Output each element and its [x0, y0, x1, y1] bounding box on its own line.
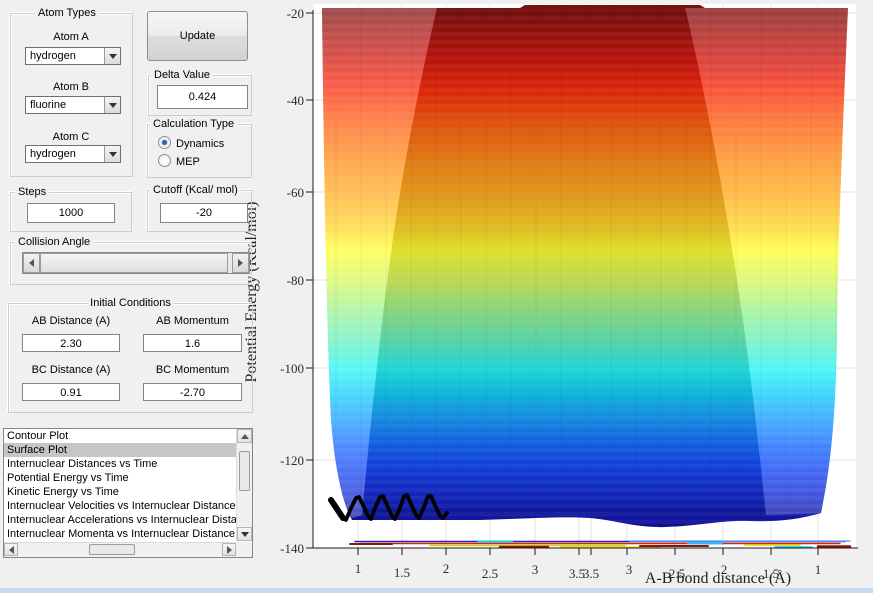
- vertical-scroll-thumb[interactable]: [239, 451, 250, 491]
- bc-distance-label: BC Distance (A): [31, 364, 111, 376]
- collision-angle-group: Collision Angle: [10, 236, 252, 285]
- update-button-label: Update: [179, 30, 216, 42]
- y-tick: -140: [280, 541, 304, 556]
- list-item[interactable]: Potential Energy vs Time: [7, 472, 129, 484]
- projected-contours: [349, 540, 852, 549]
- listbox-vertical-scrollbar[interactable]: [236, 429, 252, 541]
- list-item[interactable]: Internuclear Accelerations vs Internucle…: [7, 514, 236, 526]
- atom-a-dropdown-arrow-icon[interactable]: [104, 48, 120, 64]
- x-axis-label: A-B bond distance (Å): [644, 570, 792, 587]
- list-item[interactable]: Kinetic Energy vs Time: [7, 486, 119, 498]
- window-bottom-edge: [0, 588, 873, 593]
- dynamics-radio[interactable]: [158, 136, 171, 149]
- x-tick: 3: [625, 562, 633, 577]
- mep-radio[interactable]: [158, 154, 171, 167]
- atom-a-value: hydrogen: [30, 50, 76, 62]
- list-item[interactable]: Internuclear Momenta vs Internuclear Dis…: [7, 528, 236, 540]
- y-tick: -100: [280, 361, 304, 376]
- initial-conditions-group: Initial Conditions: [8, 297, 253, 413]
- bc-distance-field[interactable]: 0.91: [22, 383, 120, 401]
- update-button[interactable]: Update: [147, 11, 248, 61]
- atom-c-value: hydrogen: [30, 148, 76, 160]
- atom-b-label: Atom B: [52, 81, 90, 93]
- bc-momentum-label: BC Momentum: [155, 364, 230, 376]
- cutoff-field[interactable]: -20: [160, 203, 248, 223]
- slider-thumb[interactable]: [40, 253, 228, 273]
- y-tick: -40: [286, 93, 304, 108]
- y-tick: -120: [280, 453, 304, 468]
- collision-angle-legend: Collision Angle: [15, 236, 94, 248]
- mep-radio-label: MEP: [176, 156, 200, 168]
- slider-left-arrow-icon[interactable]: [23, 253, 40, 273]
- atom-types-legend: Atom Types: [35, 7, 99, 19]
- ab-distance-field[interactable]: 2.30: [22, 334, 120, 352]
- x-tick: 3.5: [568, 566, 586, 581]
- y-tick: -60: [286, 185, 304, 200]
- listbox-horizontal-scrollbar[interactable]: [4, 542, 236, 557]
- initial-conditions-legend: Initial Conditions: [87, 297, 174, 309]
- ab-momentum-field[interactable]: 1.6: [143, 334, 242, 352]
- delta-value-field[interactable]: 0.424: [157, 85, 248, 109]
- x-tick: 2.5: [668, 566, 686, 581]
- x-tick: 3.5: [582, 566, 600, 581]
- x-tick: 2.5: [481, 566, 499, 581]
- cutoff-group: Cutoff (Kcal/ mol): [147, 184, 252, 232]
- delta-value-legend: Delta Value: [151, 69, 214, 81]
- calculation-type-legend: Calculation Type: [150, 118, 238, 130]
- collision-angle-slider[interactable]: [22, 252, 250, 274]
- list-item[interactable]: Internuclear Velocities vs Internuclear …: [7, 500, 236, 512]
- x-tick: 1: [814, 562, 822, 577]
- x-tick: 2: [720, 562, 728, 577]
- scroll-right-arrow-icon[interactable]: [222, 543, 236, 556]
- bc-momentum-field[interactable]: -2.70: [143, 383, 242, 401]
- list-item-selected[interactable]: Surface Plot: [4, 443, 236, 457]
- atom-a-label: Atom A: [53, 31, 89, 43]
- delta-value-group: Delta Value: [148, 69, 252, 116]
- atom-types-group: Atom Types: [10, 7, 133, 177]
- list-item[interactable]: Contour Plot: [7, 430, 69, 442]
- scroll-down-arrow-icon[interactable]: [237, 527, 252, 541]
- atom-b-dropdown-arrow-icon[interactable]: [104, 97, 120, 113]
- plot-type-listbox[interactable]: Contour Plot Surface Plot Internuclear D…: [3, 428, 253, 558]
- atom-b-dropdown[interactable]: fluorine: [25, 96, 121, 114]
- ab-distance-label: AB Distance (A): [31, 315, 111, 327]
- atom-c-dropdown-arrow-icon[interactable]: [104, 146, 120, 162]
- scroll-up-arrow-icon[interactable]: [237, 429, 252, 443]
- horizontal-scroll-thumb[interactable]: [89, 544, 135, 555]
- x-tick: 2: [442, 561, 450, 576]
- x-tick: 1.5: [762, 566, 780, 581]
- atom-c-label: Atom C: [52, 131, 90, 143]
- dynamics-radio-label: Dynamics: [176, 138, 225, 150]
- x-tick: 1: [354, 561, 362, 576]
- list-item[interactable]: Internuclear Distances vs Time: [7, 458, 158, 470]
- slider-right-arrow-icon[interactable]: [232, 253, 249, 273]
- atom-a-dropdown[interactable]: hydrogen: [25, 47, 121, 65]
- ab-momentum-label: AB Momentum: [156, 315, 229, 327]
- steps-legend: Steps: [15, 186, 50, 198]
- steps-field[interactable]: 1000: [27, 203, 115, 223]
- x-tick: 3: [531, 562, 539, 577]
- scroll-left-arrow-icon[interactable]: [4, 543, 18, 556]
- x-tick: 1.5: [393, 565, 411, 580]
- y-tick: -20: [286, 6, 304, 21]
- cutoff-legend: Cutoff (Kcal/ mol): [150, 184, 241, 196]
- steps-group: Steps: [10, 186, 132, 232]
- atom-c-dropdown[interactable]: hydrogen: [25, 145, 121, 163]
- calculation-type-group: Calculation Type: [147, 118, 252, 178]
- y-tick: -80: [286, 273, 304, 288]
- trajectory-line: [328, 493, 449, 522]
- scrollbar-corner: [236, 542, 252, 557]
- atom-b-value: fluorine: [30, 99, 67, 111]
